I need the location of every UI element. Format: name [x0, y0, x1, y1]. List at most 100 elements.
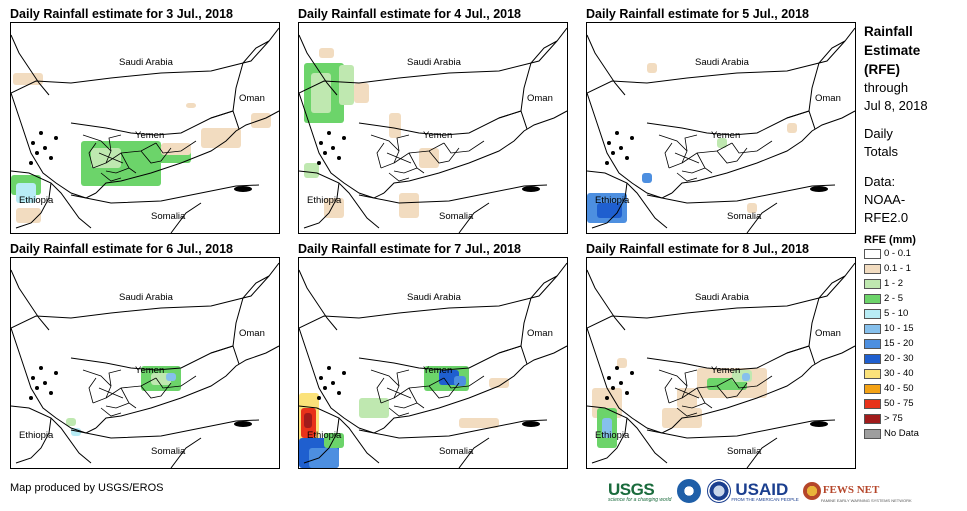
rainfall-area	[399, 193, 419, 218]
legend-item: 5 - 10	[864, 306, 964, 321]
rainfall-area	[742, 373, 750, 381]
country-boundary	[746, 437, 778, 468]
admin-boundary	[393, 377, 445, 399]
map-frame: Saudi Arabia Oman Yemen Ethiopia Somalia	[586, 22, 856, 234]
admin-boundary	[108, 134, 122, 152]
panel-title: Daily Rainfall estimate for 8 Jul., 2018	[586, 242, 810, 256]
label-somalia: Somalia	[151, 446, 186, 457]
admin-boundary	[386, 152, 412, 164]
fews-logo-tagline: FAMINE EARLY WARNING SYSTEMS NETWORK	[820, 497, 912, 503]
fews-logo-text: FEWS NET	[822, 483, 880, 496]
legend-swatch	[864, 263, 881, 274]
country-boundary	[299, 262, 567, 329]
rainfall-area	[161, 143, 191, 155]
island	[605, 396, 609, 400]
country-boundary	[587, 170, 668, 229]
panel-title: Daily Rainfall estimate for 4 Jul., 2018	[298, 7, 522, 21]
admin-boundary	[105, 377, 157, 399]
socotra-island	[810, 186, 828, 192]
label-ethiopia: Ethiopia	[19, 195, 54, 206]
country-boundary	[587, 27, 855, 94]
admin-boundary	[676, 172, 698, 182]
label-saudi-arabia: Saudi Arabia	[119, 292, 173, 303]
country-boundary	[303, 417, 340, 464]
island	[323, 151, 327, 155]
label-saudi-arabia: Saudi Arabia	[407, 292, 461, 303]
admin-boundary	[443, 140, 485, 154]
country-boundary	[11, 405, 92, 464]
rainfall-area	[91, 148, 121, 168]
legend-item: 30 - 40	[864, 366, 964, 381]
legend-title: RFE (mm)	[864, 234, 916, 246]
admin-boundary	[443, 375, 485, 389]
legend-label: > 75	[884, 413, 903, 424]
country-boundary	[15, 417, 52, 464]
admin-boundary	[681, 402, 706, 409]
island	[54, 371, 58, 375]
usaid-logo-tagline: FROM THE AMERICAN PEOPLE	[731, 497, 799, 502]
admin-boundary	[376, 142, 385, 169]
admin-boundary	[674, 387, 700, 399]
island	[39, 366, 43, 370]
country-boundary	[170, 202, 202, 233]
legend-swatch	[864, 383, 881, 394]
admin-boundary	[108, 369, 122, 387]
panel-title: Daily Rainfall estimate for 6 Jul., 2018	[10, 242, 234, 256]
legend-item: No Data	[864, 426, 964, 441]
island	[619, 381, 623, 385]
rainfall-area	[186, 103, 196, 108]
country-boundary	[232, 275, 270, 347]
country-boundary	[646, 184, 836, 204]
label-saudi-arabia: Saudi Arabia	[695, 57, 749, 68]
label-saudi-arabia: Saudi Arabia	[407, 57, 461, 68]
admin-boundary	[428, 147, 460, 164]
country-boundary	[520, 40, 558, 112]
legend-item: 20 - 30	[864, 351, 964, 366]
legend-items: 0 - 0.1 0.1 - 1 1 - 2 2 - 5 5 - 10 10 - 15 15 …	[864, 246, 964, 441]
label-oman: Oman	[815, 328, 841, 339]
admin-boundary	[664, 142, 673, 169]
rainfall-area	[324, 433, 344, 448]
island	[29, 161, 33, 165]
island	[323, 386, 327, 390]
country-boundary	[70, 184, 260, 204]
label-ethiopia: Ethiopia	[307, 195, 342, 206]
map-frame: Saudi Arabia Oman Yemen Ethiopia Somalia	[10, 22, 280, 234]
country-boundary	[299, 269, 338, 331]
label-yemen: Yemen	[423, 130, 453, 141]
country-boundary	[587, 92, 673, 199]
island	[605, 161, 609, 165]
map-frame: Saudi Arabia Oman Yemen Ethiopia Somalia	[298, 257, 568, 469]
rainfall-area	[201, 128, 241, 148]
legend-item: > 75	[864, 411, 964, 426]
rainfall-area	[66, 418, 76, 426]
socotra-island	[522, 186, 540, 192]
admin-boundary	[155, 375, 197, 389]
sidebar-data-label: Data:	[864, 174, 896, 189]
rainfall-area	[489, 378, 509, 388]
usgs-logo-tagline: science for a changing world	[608, 496, 672, 503]
sidebar-daily: Daily	[864, 126, 893, 141]
country-boundary	[591, 417, 628, 464]
socotra-island	[810, 421, 828, 427]
legend-swatch	[864, 398, 881, 409]
legend-swatch	[864, 428, 881, 439]
rainfall-area	[459, 418, 499, 428]
rainfall-area	[642, 173, 652, 183]
label-yemen: Yemen	[711, 365, 741, 376]
admin-boundary	[393, 402, 418, 409]
label-yemen: Yemen	[135, 130, 165, 141]
label-oman: Oman	[815, 93, 841, 104]
admin-boundary	[658, 134, 688, 169]
country-boundary	[303, 182, 340, 229]
island	[317, 161, 321, 165]
admin-boundary	[684, 369, 698, 387]
rainfall-area	[16, 208, 41, 223]
legend-item: 2 - 5	[864, 291, 964, 306]
legend-swatch	[864, 368, 881, 379]
panel-title: Daily Rainfall estimate for 7 Jul., 2018	[298, 242, 522, 256]
island	[619, 146, 623, 150]
island	[31, 376, 35, 380]
label-yemen: Yemen	[711, 130, 741, 141]
admin-boundary	[731, 140, 773, 154]
